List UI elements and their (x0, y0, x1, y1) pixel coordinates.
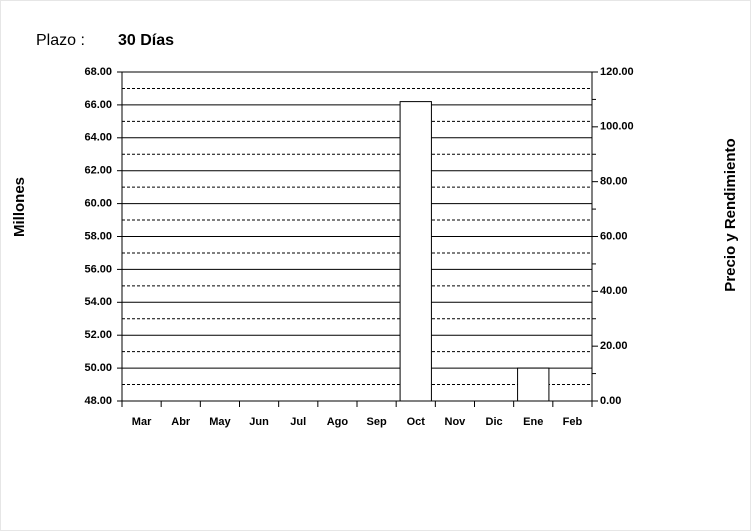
y-tick-label: 62.00 (84, 165, 112, 177)
x-tick-label: Oct (407, 416, 426, 428)
x-tick-label: Feb (563, 416, 583, 428)
title-value: 30 Días (118, 32, 174, 49)
y-tick-label: 60.00 (84, 198, 112, 210)
x-tick-label: Ago (327, 416, 349, 428)
y-axis-label: Millones (11, 177, 28, 237)
x-tick-label: Dic (486, 416, 503, 428)
y2-tick-label: 100.00 (600, 121, 634, 133)
x-tick-label: Abr (171, 416, 191, 428)
y-tick-label: 54.00 (84, 296, 112, 308)
y-tick-label: 48.00 (84, 395, 112, 407)
x-tick-label: Sep (366, 416, 386, 428)
y2-tick-label: 120.00 (600, 66, 634, 78)
title-label: Plazo : (36, 32, 85, 49)
bar (399, 101, 432, 402)
x-tick-label: Nov (445, 416, 467, 428)
y-tick-label: 66.00 (84, 99, 112, 111)
x-tick-label: Mar (132, 416, 152, 428)
x-tick-label: Jul (290, 416, 306, 428)
x-tick-label: May (209, 416, 231, 428)
y-tick-label: 58.00 (84, 230, 112, 242)
x-tick-label: Ene (523, 416, 543, 428)
y2-axis-label: Precio y Rendimiento (722, 138, 739, 291)
y2-tick-label: 80.00 (600, 176, 628, 188)
y-tick-label: 56.00 (84, 263, 112, 275)
x-tick-label: Jun (249, 416, 269, 428)
bar (517, 367, 550, 402)
y2-tick-label: 20.00 (600, 340, 628, 352)
y2-tick-label: 60.00 (600, 230, 628, 242)
y-tick-label: 52.00 (84, 329, 112, 341)
y-tick-label: 50.00 (84, 362, 112, 374)
y-tick-label: 64.00 (84, 132, 112, 144)
y-tick-label: 68.00 (84, 66, 112, 78)
y2-tick-label: 40.00 (600, 285, 628, 297)
y2-tick-label: 0.00 (600, 395, 621, 407)
